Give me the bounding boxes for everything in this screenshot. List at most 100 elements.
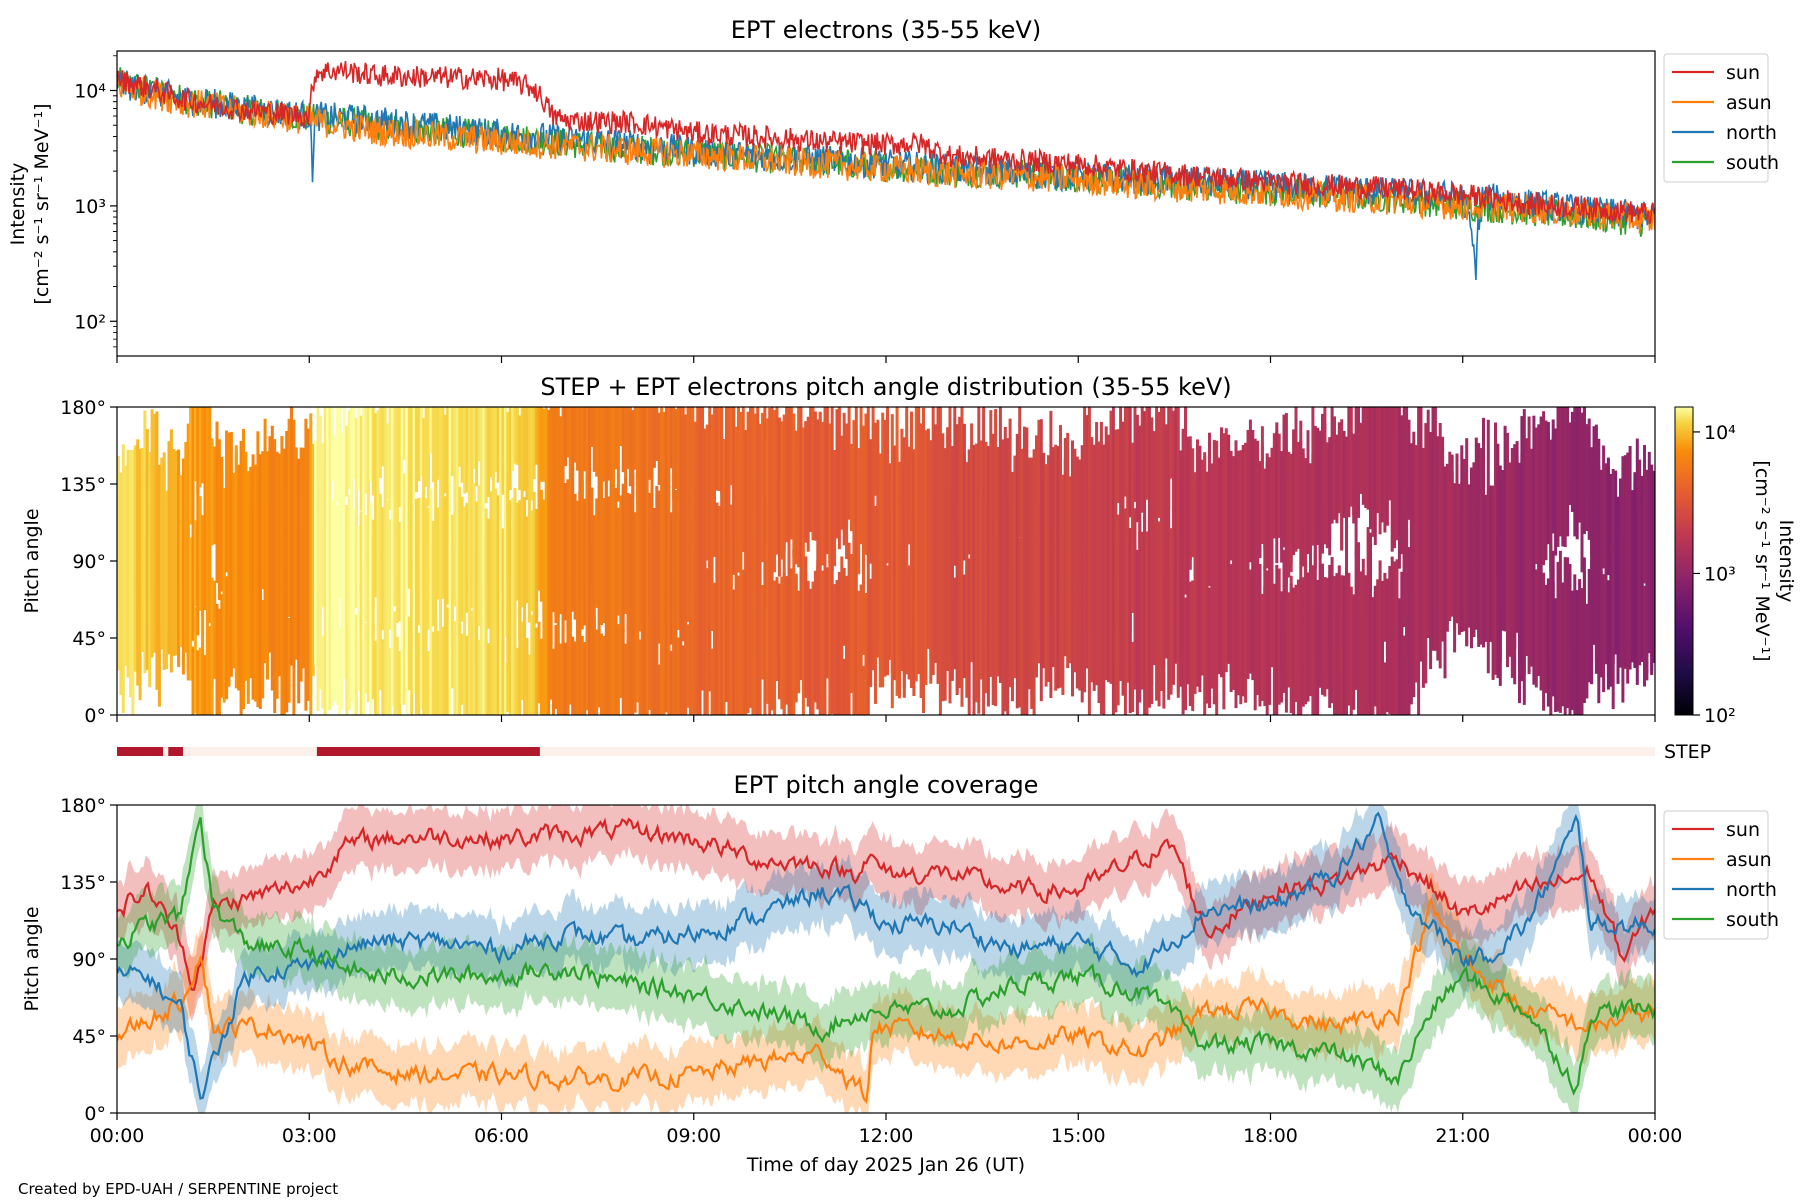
pad-heatmap-cell [902, 473, 906, 613]
pad-heatmap-cell [900, 546, 904, 657]
pad-heatmap-cell [138, 485, 142, 624]
pad-heatmap-cell [153, 543, 156, 645]
pad-heatmap-cell [1208, 432, 1211, 556]
pad-heatmap-cell [919, 587, 923, 675]
pad-heatmap-cell [1383, 572, 1387, 642]
pad-heatmap-cell [631, 627, 635, 715]
pad-heatmap-cell [595, 516, 599, 608]
pad-heatmap-cell [549, 407, 553, 485]
pad-heatmap-cell [842, 658, 846, 715]
pad-heatmap-cell [1482, 417, 1485, 557]
pad-heatmap-cell [667, 407, 671, 508]
pad-heatmap-cell [335, 407, 339, 503]
pad-heatmap-cell [1376, 407, 1380, 482]
pad-heatmap-cell [503, 662, 507, 715]
pad-heatmap-cell [1068, 565, 1072, 644]
coverage-band-asun [117, 872, 1655, 1113]
pad-heatmap-cell [1008, 418, 1012, 546]
pad-heatmap-cell [924, 474, 928, 557]
pad-heatmap-cell [1640, 475, 1644, 570]
pad-heatmap-cell [592, 407, 596, 472]
pad-heatmap-cell [470, 481, 474, 590]
pad-heatmap-cell [181, 578, 185, 675]
pad-heatmap-cell [446, 521, 450, 605]
pad-heatmap-cell [1496, 536, 1500, 667]
pad-heatmap-cell [282, 483, 286, 575]
pad-heatmap-cell [1597, 438, 1601, 578]
pad-heatmap-cell [1544, 584, 1548, 694]
pad-heatmap-cell [929, 440, 933, 576]
pad-heatmap-cell [1645, 469, 1649, 553]
pad-heatmap-cell [1551, 581, 1555, 697]
pad-heatmap-cell [907, 565, 911, 680]
pad-heatmap-cell [1566, 557, 1570, 660]
pad-heatmap-cell [1051, 447, 1055, 545]
pad-heatmap-cell [1246, 429, 1250, 571]
pad-heatmap-cell [950, 490, 954, 615]
pad-heatmap-cell [1556, 575, 1560, 712]
pad-heatmap-cell [306, 594, 310, 701]
pad-heatmap-cell [1304, 561, 1308, 705]
pad-heatmap-cell [982, 535, 986, 632]
pad-heatmap-cell [672, 407, 676, 501]
pad-heatmap-cell [789, 568, 793, 687]
pad-heatmap-cell [532, 525, 536, 638]
pad-heatmap-cell [1212, 579, 1216, 705]
pad-heatmap-cell [1623, 532, 1627, 665]
pad-heatmap-cell [157, 565, 161, 707]
pad-heatmap-cell [667, 551, 671, 682]
pad-heatmap-cell [290, 589, 293, 666]
pad-heatmap-cell [234, 583, 238, 658]
pad-heatmap-cell [1251, 451, 1255, 571]
pad-heatmap-cell [419, 502, 423, 624]
coverage-legend-label-sun: sun [1726, 819, 1760, 841]
pad-heatmap-cell [693, 552, 697, 682]
pad-heatmap-cell [1270, 588, 1274, 668]
pad-heatmap-cell [552, 648, 555, 715]
pad-heatmap-cell [1378, 619, 1382, 715]
pad-heatmap-cell [1251, 602, 1255, 674]
pad-heatmap-cell [922, 407, 925, 493]
pad-heatmap-cell [986, 552, 990, 644]
pad-heatmap-cell [566, 606, 570, 715]
pad-heatmap-cell [477, 485, 481, 626]
pad-heatmap-cell [1397, 434, 1401, 569]
pad-heatmap-cell [1135, 550, 1139, 653]
pad-heatmap-cell [1109, 530, 1113, 611]
pad-heatmap-cell [775, 431, 779, 555]
pad-heatmap-cell [455, 407, 459, 495]
pad-heatmap-cell [547, 409, 551, 517]
pad-heatmap-cell [1188, 618, 1192, 696]
pad-heatmap-cell [564, 536, 567, 621]
pad-heatmap-cell [866, 407, 870, 504]
pad-heatmap-cell [1229, 577, 1233, 692]
pad-heatmap-cell [556, 515, 560, 617]
pad-heatmap-cell [1349, 605, 1353, 715]
pad-heatmap-cell [775, 577, 779, 681]
coverage-y-tick-label: 0° [84, 1103, 106, 1125]
pad-heatmap-cell [1123, 536, 1127, 671]
pad-heatmap-cell [758, 565, 762, 655]
pad-heatmap-cell [573, 493, 577, 620]
pad-heatmap-cell [169, 554, 173, 636]
pad-heatmap-cell [1193, 485, 1197, 568]
pad-heatmap-cell [1424, 472, 1428, 553]
pad-heatmap-cell [588, 407, 591, 512]
pad-heatmap-cell [749, 407, 752, 534]
pad-heatmap-cell [1395, 431, 1399, 541]
pad-heatmap-cell [290, 518, 293, 601]
pad-heatmap-cell [1217, 502, 1221, 594]
pad-heatmap-cell [1635, 438, 1639, 570]
pad-heatmap-cell [527, 654, 531, 715]
pad-heatmap-cell [422, 418, 426, 508]
pad-heatmap-cell [542, 656, 546, 715]
pad-heatmap-cell [1265, 601, 1269, 715]
pad-heatmap-cell [347, 499, 351, 620]
pad-heatmap-cell [1573, 636, 1577, 715]
pad-heatmap-cell [357, 602, 361, 691]
pad-heatmap-cell [710, 648, 714, 715]
pad-heatmap-cell [1080, 626, 1084, 703]
pad-heatmap-cell [290, 407, 293, 538]
pad-heatmap-cell [518, 415, 522, 490]
pad-heatmap-cell [583, 642, 587, 715]
